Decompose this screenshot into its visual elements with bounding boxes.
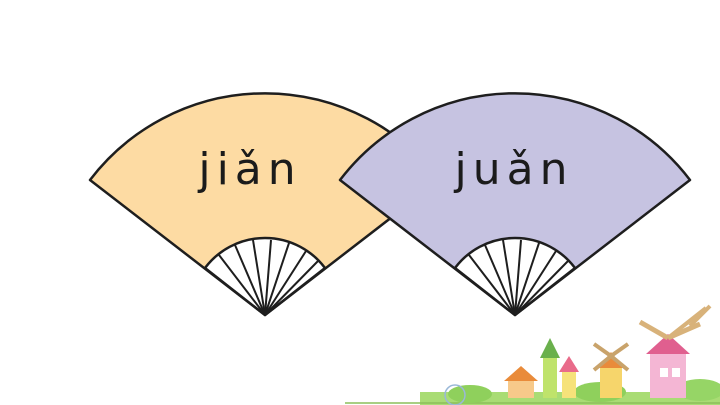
fan-right-frame [453, 236, 577, 317]
fan-right-pinyin: juǎn [454, 144, 574, 195]
fan-left: jiǎn [88, 92, 442, 317]
village-scene-illustration [345, 304, 720, 405]
fan-right-ribs [454, 239, 576, 316]
fan-left-ribs [204, 239, 326, 316]
fan-right-leaf [338, 92, 692, 317]
fan-right: juǎn [338, 92, 692, 317]
fan-left-frame [203, 236, 327, 317]
fan-left-pinyin: jiǎn [197, 144, 301, 195]
